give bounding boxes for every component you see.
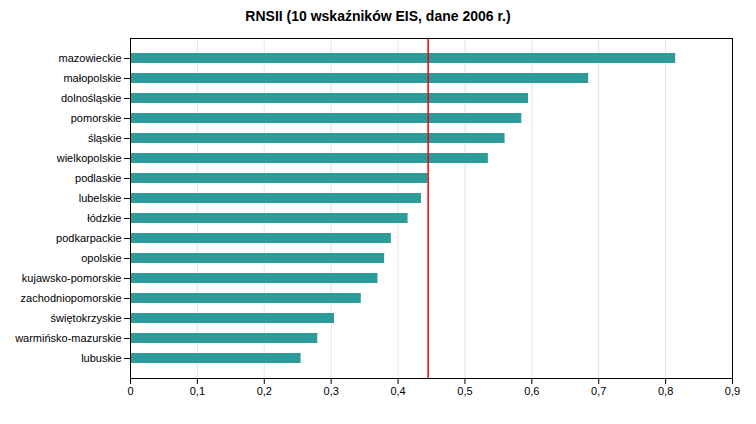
svg-text:mazowieckie: mazowieckie	[59, 52, 122, 64]
svg-text:wielkopolskie: wielkopolskie	[56, 152, 122, 164]
svg-text:opolskie: opolskie	[81, 252, 121, 264]
svg-text:0,8: 0,8	[658, 385, 673, 397]
svg-text:podkarpackie: podkarpackie	[56, 232, 121, 244]
svg-text:małopolskie: małopolskie	[63, 72, 121, 84]
svg-text:0,6: 0,6	[524, 385, 539, 397]
svg-text:śląskie: śląskie	[88, 132, 122, 144]
svg-text:0,9: 0,9	[725, 385, 740, 397]
svg-text:pomorskie: pomorskie	[71, 112, 122, 124]
svg-text:0: 0	[127, 385, 133, 397]
svg-text:świętokrzyskie: świętokrzyskie	[51, 312, 122, 324]
svg-text:0,5: 0,5	[457, 385, 472, 397]
svg-text:0,2: 0,2	[257, 385, 272, 397]
svg-text:warmińsko-mazurskie: warmińsko-mazurskie	[14, 332, 121, 344]
svg-text:0,4: 0,4	[390, 385, 405, 397]
svg-text:dolnośląskie: dolnośląskie	[61, 92, 122, 104]
svg-text:0,1: 0,1	[190, 385, 205, 397]
svg-text:podlaskie: podlaskie	[75, 172, 121, 184]
svg-text:kujawsko-pomorskie: kujawsko-pomorskie	[22, 272, 122, 284]
svg-text:lubelskie: lubelskie	[79, 192, 122, 204]
html-text:RNSII (10 wskaźników EIS, dane: RNSII (10 wskaźników EIS, dane 2006 r.)	[245, 8, 511, 24]
svg-text:łódzkie: łódzkie	[87, 212, 121, 224]
svg-text:zachodniopomorskie: zachodniopomorskie	[21, 292, 122, 304]
svg-text:lubuskie: lubuskie	[81, 352, 121, 364]
svg-text:0,7: 0,7	[591, 385, 606, 397]
svg-text:0,3: 0,3	[324, 385, 339, 397]
